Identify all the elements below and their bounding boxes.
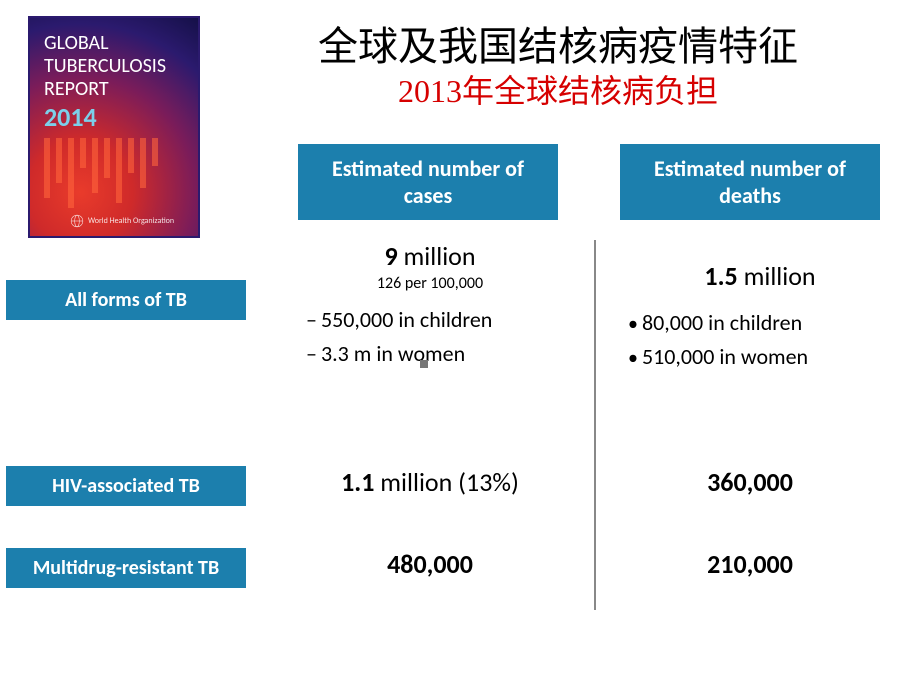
cell-mdr-deaths: 210,000 bbox=[620, 548, 880, 580]
all-deaths-women: 510,000 in women bbox=[628, 340, 900, 374]
all-deaths-children: 80,000 in children bbox=[628, 306, 900, 340]
all-cases-number: 9 bbox=[384, 240, 397, 272]
all-cases-unit: million bbox=[398, 240, 476, 272]
all-cases-value: 9 million bbox=[280, 240, 580, 272]
cell-all-forms-cases: 9 million 126 per 100,000 550,000 in chi… bbox=[280, 240, 580, 371]
all-cases-women: 3.3 m in women bbox=[306, 337, 580, 371]
hiv-cases-number: 1.1 bbox=[341, 466, 374, 498]
column-header-deaths: Estimated number of deaths bbox=[620, 144, 880, 220]
all-cases-rate: 126 per 100,000 bbox=[280, 274, 580, 293]
row-label-hiv: HIV-associated TB bbox=[6, 466, 246, 506]
cell-mdr-cases: 480,000 bbox=[300, 548, 560, 580]
cell-hiv-deaths: 360,000 bbox=[620, 466, 880, 498]
cover-title: GLOBAL TUBERCULOSIS REPORT 2014 bbox=[44, 32, 166, 133]
slide-tb-burden: GLOBAL TUBERCULOSIS REPORT 2014 World He… bbox=[0, 0, 920, 690]
all-deaths-sublist: 80,000 in children 510,000 in women bbox=[620, 306, 900, 374]
all-deaths-unit: million bbox=[738, 260, 816, 292]
column-divider bbox=[594, 240, 596, 610]
cell-all-forms-deaths: 1.5 million 80,000 in children 510,000 i… bbox=[620, 260, 900, 374]
slide-title-main: 全球及我国结核病疫情特征 bbox=[218, 14, 898, 72]
all-deaths-number: 1.5 bbox=[704, 260, 737, 292]
row-label-all-forms: All forms of TB bbox=[6, 280, 246, 320]
column-header-cases: Estimated number of cases bbox=[298, 144, 558, 220]
cover-line1: GLOBAL bbox=[44, 32, 166, 55]
who-logo: World Health Organization bbox=[70, 214, 174, 228]
cover-stripes-graphic bbox=[44, 138, 184, 218]
bullet-marker-icon bbox=[420, 360, 428, 368]
all-cases-children: 550,000 in children bbox=[306, 303, 580, 337]
cover-line2: TUBERCULOSIS bbox=[44, 55, 166, 78]
report-cover-image: GLOBAL TUBERCULOSIS REPORT 2014 World He… bbox=[28, 16, 200, 238]
cover-year: 2014 bbox=[44, 103, 166, 133]
cover-line3: REPORT bbox=[44, 78, 166, 101]
who-org-text: World Health Organization bbox=[88, 216, 174, 226]
hiv-cases-rest: million (13%) bbox=[374, 466, 518, 498]
slide-title-sub: 2013年全球结核病负担 bbox=[218, 66, 898, 112]
globe-icon bbox=[70, 214, 84, 228]
all-deaths-value: 1.5 million bbox=[620, 260, 900, 292]
cell-hiv-cases: 1.1 million (13%) bbox=[300, 466, 560, 498]
row-label-mdr: Multidrug-resistant TB bbox=[6, 548, 246, 588]
all-cases-sublist: 550,000 in children 3.3 m in women bbox=[280, 303, 580, 371]
